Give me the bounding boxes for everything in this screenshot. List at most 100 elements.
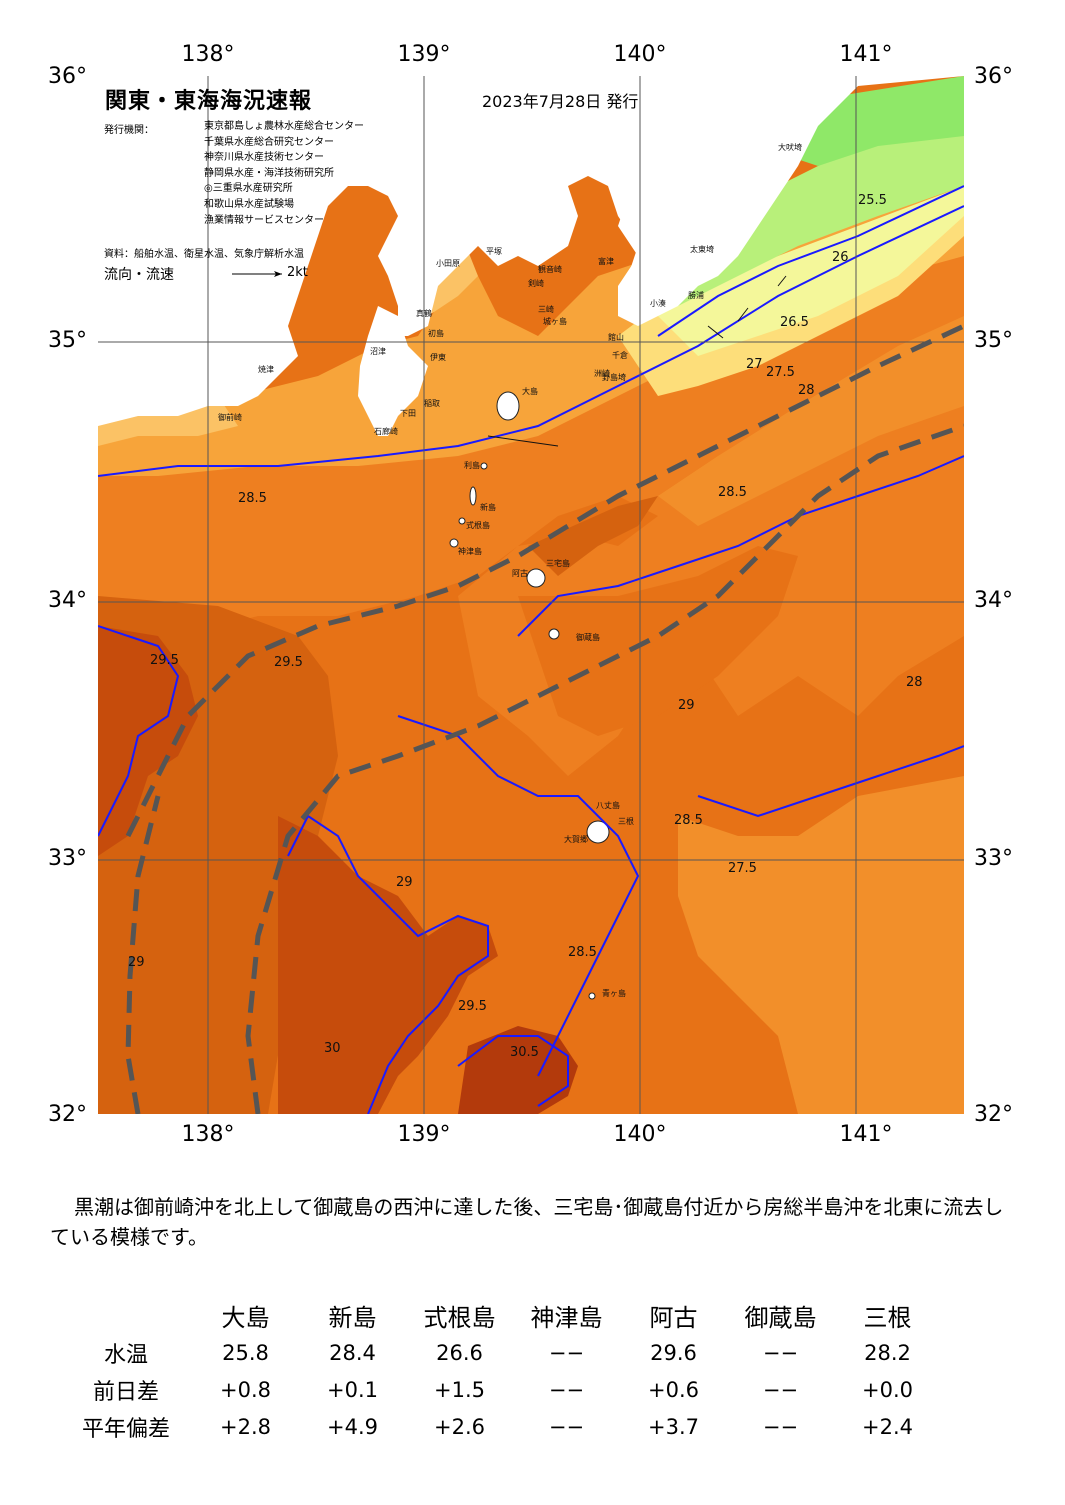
- sea-zone-26: [658, 186, 964, 356]
- column-header: 阿古: [649, 1303, 698, 1332]
- table-row: 前日差 +0.8 +0.1 +1.5 −− +0.6 −− +0.0: [60, 1371, 941, 1408]
- sea-zone-30-south: [278, 816, 498, 1114]
- island-shikinejima: [458, 517, 466, 525]
- table-cell: +4.9: [327, 1414, 378, 1439]
- kuroshio-axis-west: [125, 795, 161, 1114]
- place-nojimazaki: 野島埼: [602, 372, 626, 382]
- iso-label-28-5-c: 28.5: [674, 813, 703, 828]
- lon-label-top-140: 140°: [613, 42, 667, 67]
- place-misaki: 三崎: [538, 304, 554, 314]
- table-cell: −−: [548, 1340, 585, 1365]
- place-futtsu: 富津: [598, 256, 614, 266]
- island-toshima: [480, 462, 488, 470]
- sea-zone-30-west: [98, 626, 198, 856]
- flow-scale-arrow-icon: [232, 271, 282, 277]
- place-mitsune: 三根: [618, 816, 634, 826]
- institution-item: 静岡県水産・海洋技術研究所: [204, 167, 334, 179]
- island-aogashima: [588, 992, 596, 1000]
- table-cell: +2.8: [220, 1414, 271, 1439]
- lat-label-right-33: 33°: [974, 846, 1013, 871]
- column-header: 三根: [863, 1303, 912, 1332]
- place-omaezaki: 御前崎: [218, 412, 242, 422]
- iso-label-28-5-a: 28.5: [718, 485, 747, 500]
- island-mikurajima: [548, 628, 560, 640]
- column-header: 大島: [221, 1303, 270, 1332]
- place-oshima: 大島: [522, 386, 538, 396]
- sea-zone-29-core: [528, 496, 658, 576]
- place-miyakejima: 三宅島: [546, 558, 570, 568]
- column-header: 式根島: [423, 1303, 496, 1332]
- table-cell: −−: [548, 1414, 585, 1439]
- table-cell: +0.0: [862, 1377, 913, 1402]
- iso-label-28-5-b: 28.5: [238, 491, 267, 506]
- sea-zone-30-5: [458, 1026, 578, 1114]
- place-tateyama: 館山: [608, 332, 624, 342]
- sea-zone-29-offshore: [518, 546, 798, 736]
- island-miyakejima: [526, 568, 546, 588]
- place-shimoda: 下田: [400, 409, 416, 418]
- table-cell: 26.6: [436, 1340, 483, 1365]
- iso-label-29-b: 29: [128, 955, 145, 970]
- table-cell: +0.8: [220, 1377, 271, 1402]
- place-okago: 大賀郷: [564, 834, 588, 844]
- isotherm-28-east: [697, 745, 964, 818]
- flow-arrow-4: [487, 435, 559, 447]
- table-corner: [60, 1296, 192, 1334]
- place-ito: 伊東: [430, 352, 446, 362]
- iso-label-29-5-b: 29.5: [150, 653, 179, 668]
- iso-label-25-5: 25.5: [858, 193, 887, 208]
- table-cell: +1.5: [434, 1377, 485, 1402]
- place-manazuru: 真鶴: [416, 308, 432, 318]
- flow-arrow-2: [737, 307, 749, 322]
- place-mikurajima: 御蔵島: [576, 632, 600, 642]
- institution-item: ◎三重県水産研究所: [204, 183, 293, 195]
- place-irozaki: 石廊崎: [374, 426, 398, 436]
- place-inubozaki: 大吠埼: [778, 142, 802, 152]
- iso-label-28-b: 28: [906, 675, 923, 690]
- iso-label-28-a: 28: [798, 383, 815, 398]
- row-header: 水温: [103, 1342, 148, 1368]
- place-toshima: 利島: [464, 460, 480, 470]
- table-cell: −−: [762, 1340, 799, 1365]
- iso-label-30-a: 30: [324, 1041, 341, 1056]
- lat-label-left-33: 33°: [48, 846, 87, 871]
- place-jogashima: 城ヶ島: [543, 316, 567, 326]
- place-hatsushima: 初島: [428, 328, 444, 338]
- place-niijima: 新島: [480, 502, 496, 512]
- flow-arrow-3: [777, 275, 787, 287]
- table-cell: +3.7: [648, 1414, 699, 1439]
- report-title: 関東・東海海況速報: [105, 89, 313, 114]
- island-oshima: [496, 391, 520, 421]
- iso-label-27: 27: [746, 357, 763, 372]
- lat-label-right-35: 35°: [974, 328, 1013, 353]
- place-tsurugisaki: 剣崎: [528, 278, 544, 288]
- place-aogashima: 青ヶ島: [602, 988, 626, 998]
- iso-label-27-5: 27.5: [766, 365, 795, 380]
- data-source: 資料：船舶水温、衛星水温、気象庁解析水温: [104, 249, 304, 260]
- table-cell: 28.4: [329, 1340, 376, 1365]
- table-header-row: 大島 新島 式根島 神津島 阿古 御蔵島 三根: [60, 1296, 941, 1334]
- place-ako: 阿古: [512, 568, 528, 578]
- iso-label-30-5: 30.5: [510, 1045, 539, 1060]
- lat-label-left-34: 34°: [48, 588, 87, 613]
- institutions-list: 東京都島しょ農林水産総合センター 千葉県水産総合研究センター 神奈川県水産技術セ…: [204, 119, 364, 228]
- place-taitozaki: 太東埼: [690, 244, 714, 254]
- row-header: 前日差: [92, 1379, 159, 1405]
- institution-item: 千葉県水産総合研究センター: [204, 136, 334, 148]
- table-cell: −−: [762, 1414, 799, 1439]
- iso-label-27-5-b: 27.5: [728, 861, 757, 876]
- lon-label-bottom-141: 141°: [839, 1122, 893, 1147]
- lat-label-right-32: 32°: [974, 1102, 1013, 1127]
- place-numazu: 沼津: [370, 346, 386, 356]
- table-cell: 28.2: [864, 1340, 911, 1365]
- table-cell: 29.6: [650, 1340, 697, 1365]
- column-header: 新島: [328, 1303, 377, 1332]
- kuroshio-axis-inner: [245, 423, 964, 1114]
- flow-arrow-1: [707, 325, 724, 339]
- place-kominato: 小湊: [650, 298, 666, 308]
- issue-date: 2023年7月28日 発行: [482, 92, 639, 111]
- iso-label-29-5-a: 29.5: [274, 655, 303, 670]
- iso-label-29-5-c: 29.5: [458, 999, 487, 1014]
- flow-legend-label: 流向・流速: [104, 267, 174, 283]
- table-cell: −−: [548, 1377, 585, 1402]
